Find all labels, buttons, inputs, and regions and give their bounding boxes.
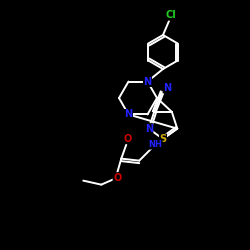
Text: N: N	[163, 83, 171, 93]
Text: S: S	[160, 134, 166, 144]
Text: O: O	[123, 134, 132, 144]
Text: N: N	[144, 76, 152, 86]
Text: N: N	[145, 124, 153, 134]
Text: N: N	[124, 110, 132, 120]
Text: O: O	[113, 173, 122, 183]
Text: Cl: Cl	[166, 10, 176, 20]
Text: NH: NH	[148, 140, 162, 149]
